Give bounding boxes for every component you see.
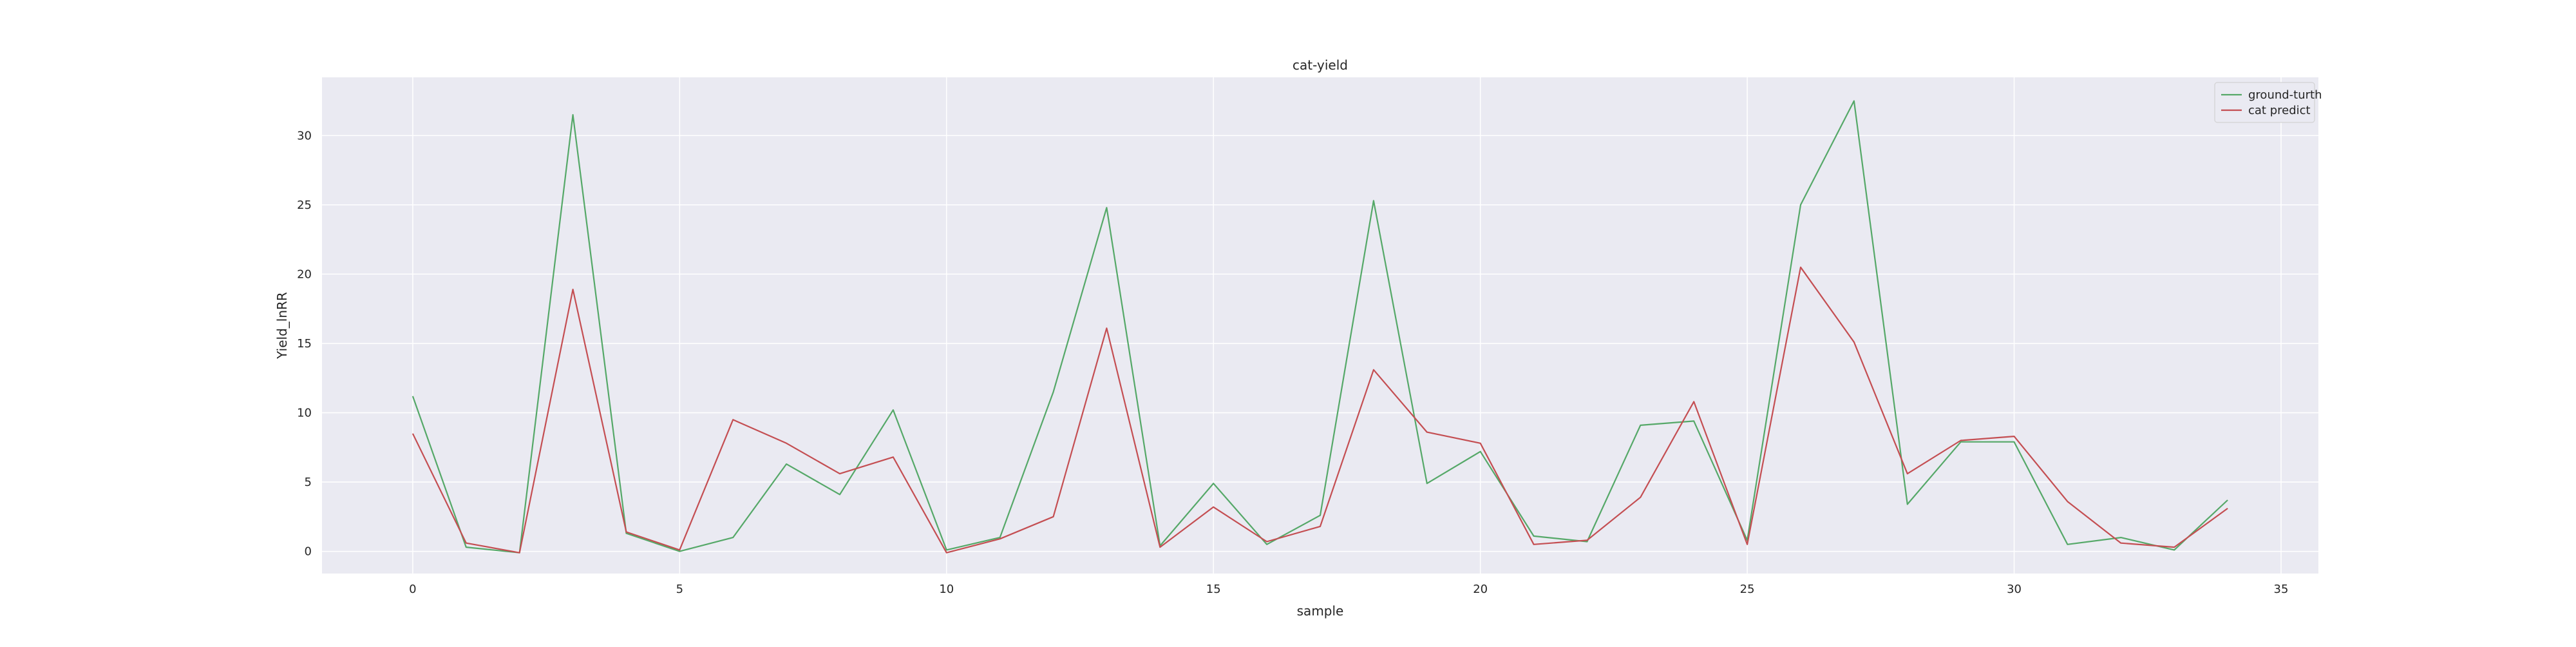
tick-labels: 0 5 10 15 20 25 30 35 0 5 10 15 20 25 30 <box>297 129 2288 596</box>
y-tick-label: 15 <box>297 337 312 351</box>
y-tick-label: 10 <box>297 407 312 420</box>
legend-label-1: ground-turth <box>2248 88 2322 102</box>
x-tick-label: 15 <box>1206 583 1221 596</box>
y-tick-label: 0 <box>305 545 312 559</box>
x-tick-label: 30 <box>2007 583 2022 596</box>
y-tick-label: 30 <box>297 129 312 142</box>
x-tick-label: 10 <box>939 583 954 596</box>
legend-box <box>2214 82 2315 123</box>
x-tick-label: 25 <box>1740 583 1755 596</box>
x-tick-label: 35 <box>2274 583 2289 596</box>
y-tick-label: 25 <box>297 198 312 212</box>
y-tick-label: 20 <box>297 267 312 281</box>
x-tick-label: 5 <box>676 583 683 596</box>
legend-label-2: cat predict <box>2248 104 2311 117</box>
y-tick-label: 5 <box>305 476 312 489</box>
x-axis-label: sample <box>1297 603 1344 619</box>
plot-background <box>322 77 2318 574</box>
series-line-2 <box>412 266 2228 554</box>
chart-title: cat-yield <box>1293 57 1348 73</box>
y-axis-label: Yield_lnRR <box>274 292 290 360</box>
x-tick-label: 0 <box>409 583 416 596</box>
series-line-1 <box>412 100 2228 554</box>
grid <box>322 77 2318 574</box>
x-tick-label: 20 <box>1473 583 1488 596</box>
series-layer <box>412 100 2228 554</box>
legend: ground-turth cat predict <box>2214 82 2322 123</box>
